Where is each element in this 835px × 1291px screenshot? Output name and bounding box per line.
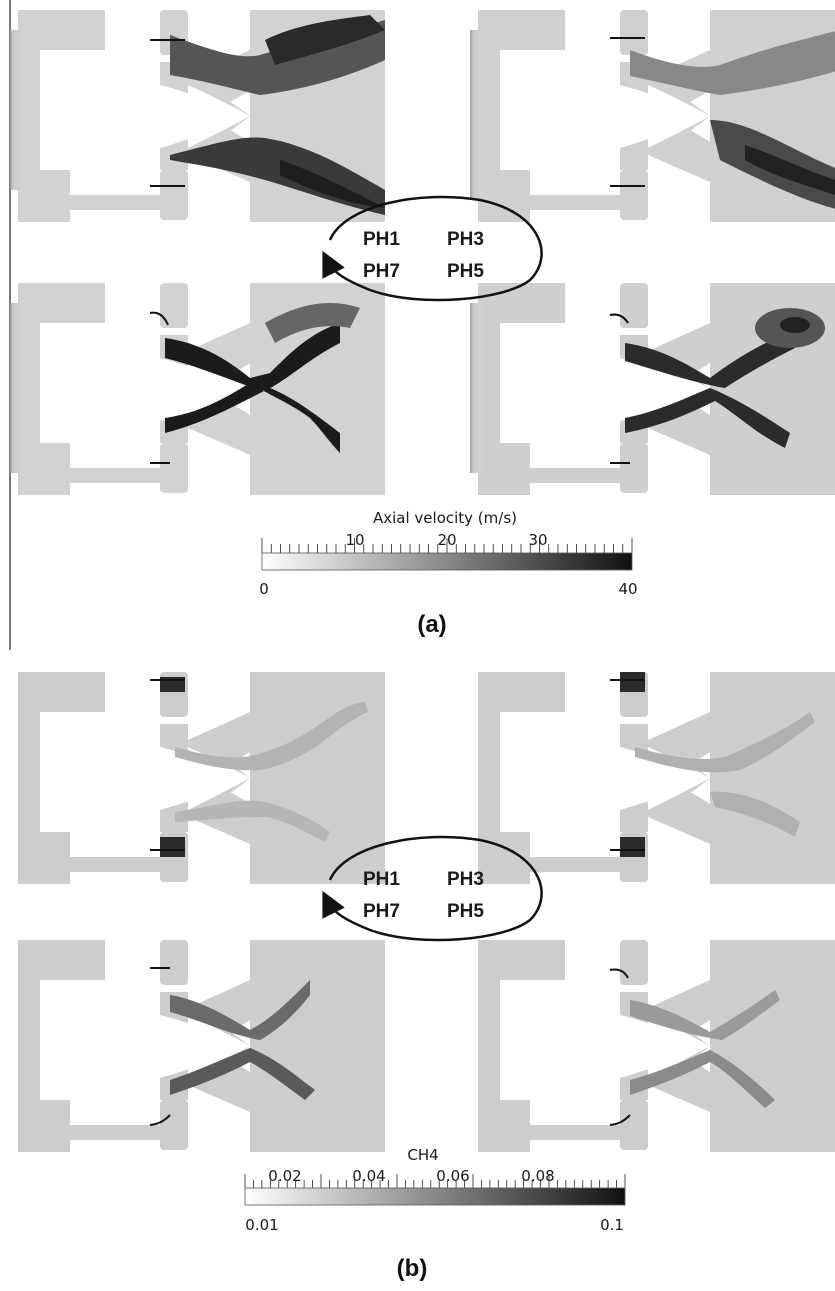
colorbar-a-min: 0 [259, 580, 269, 598]
colorbar-title-a: Axial velocity (m/s) [373, 509, 517, 527]
colorbar-b-max: 0.1 [600, 1216, 624, 1234]
phase-label-ph1-b: PH1 [363, 869, 400, 890]
contour-b-ph1 [18, 672, 385, 884]
panel-a: PH1 PH3 PH7 PH5 Axial velocity (m/s) 10 … [9, 0, 835, 650]
phase-label-ph3-a: PH3 [447, 229, 484, 250]
phase-label-ph5-b: PH5 [447, 901, 484, 922]
phase-label-ph7-b: PH7 [363, 901, 400, 922]
phase-cycle-b: PH1 PH3 PH7 PH5 [322, 835, 543, 942]
colorbar-b-min: 0.01 [245, 1216, 278, 1234]
contour-a-ph7 [10, 283, 385, 495]
colorbar-minor-ticks-b [244, 1174, 626, 1188]
phase-label-ph3-b: PH3 [447, 869, 484, 890]
colorbar-a-max: 40 [618, 580, 637, 598]
contour-a-ph1 [10, 10, 385, 222]
phase-cycle-a: PH1 PH3 PH7 PH5 [322, 195, 543, 302]
cycle-arrow-a [322, 195, 543, 302]
phase-label-ph7-a: PH7 [363, 261, 400, 282]
contour-b-ph5 [478, 940, 835, 1152]
colorbar-a: Axial velocity (m/s) 10 20 30 0 40 [259, 509, 637, 598]
colorbar-b-tick-004: 0.04 [352, 1167, 385, 1185]
contour-b-ph3 [478, 672, 835, 884]
colorbar-b-tick-008: 0.08 [521, 1167, 554, 1185]
phase-label-ph1-a: PH1 [363, 229, 400, 250]
colorbar-b-tick-006: 0.06 [436, 1167, 469, 1185]
contour-a-ph3 [470, 10, 835, 222]
colorbar-a-tick-10: 10 [345, 531, 364, 549]
colorbar-a-tick-20: 20 [437, 531, 456, 549]
colorbar-a-tick-30: 30 [528, 531, 547, 549]
colorbar-gradient-b [244, 1187, 626, 1206]
contour-a-ph5 [470, 283, 835, 495]
colorbar-b-tick-002: 0.02 [268, 1167, 301, 1185]
panel-b: PH1 PH3 PH7 PH5 CH4 0.02 0.04 0.06 0.08 … [18, 672, 835, 1282]
panel-label-a: (a) [417, 611, 446, 638]
colorbar-b: CH4 0.02 0.04 0.06 0.08 0.01 0.1 [244, 1146, 626, 1234]
panel-label-b: (b) [397, 1255, 428, 1282]
colorbar-title-b: CH4 [407, 1146, 438, 1164]
cycle-arrow-b [322, 835, 543, 942]
phase-label-ph5-a: PH5 [447, 261, 484, 282]
colorbar-minor-ticks-a [261, 538, 633, 553]
contour-b-ph7 [18, 940, 385, 1152]
colorbar-gradient-a [261, 552, 633, 571]
